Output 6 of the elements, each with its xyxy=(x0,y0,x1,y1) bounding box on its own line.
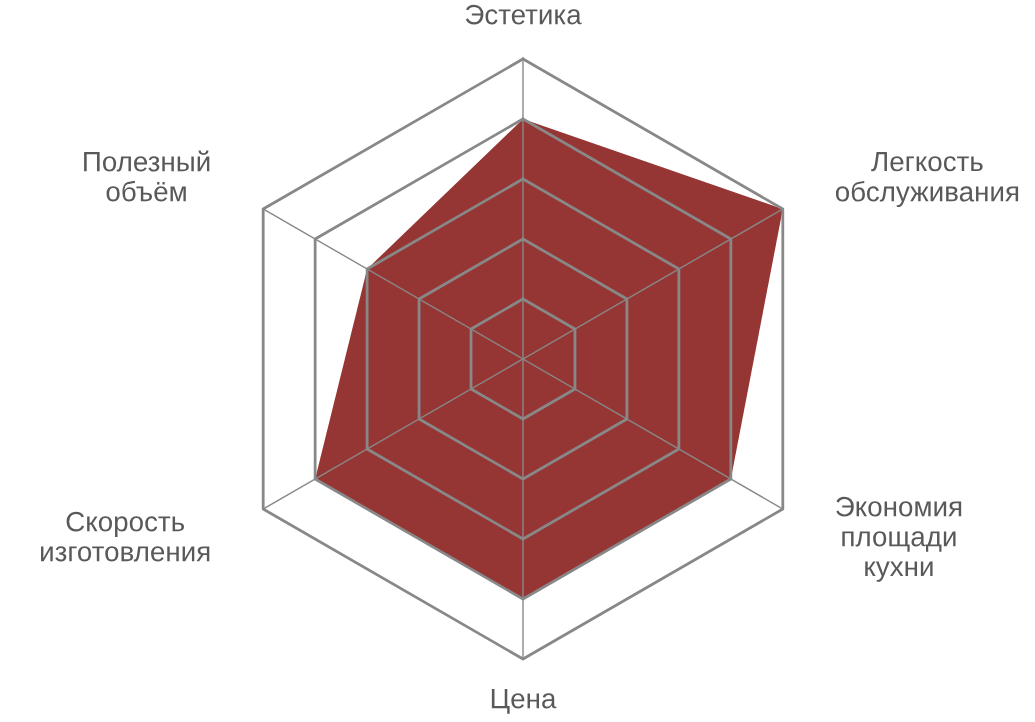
spoke-label: Легкость обслуживания xyxy=(835,151,1019,208)
spoke-label: Скорость изготовления xyxy=(41,511,210,562)
spoke-label: Цена xyxy=(491,689,557,714)
spoke-label: Эстетика xyxy=(465,4,582,25)
spoke-label: Полезный объём xyxy=(84,150,210,202)
spoke-label: Экономия площади кухни xyxy=(836,496,962,582)
